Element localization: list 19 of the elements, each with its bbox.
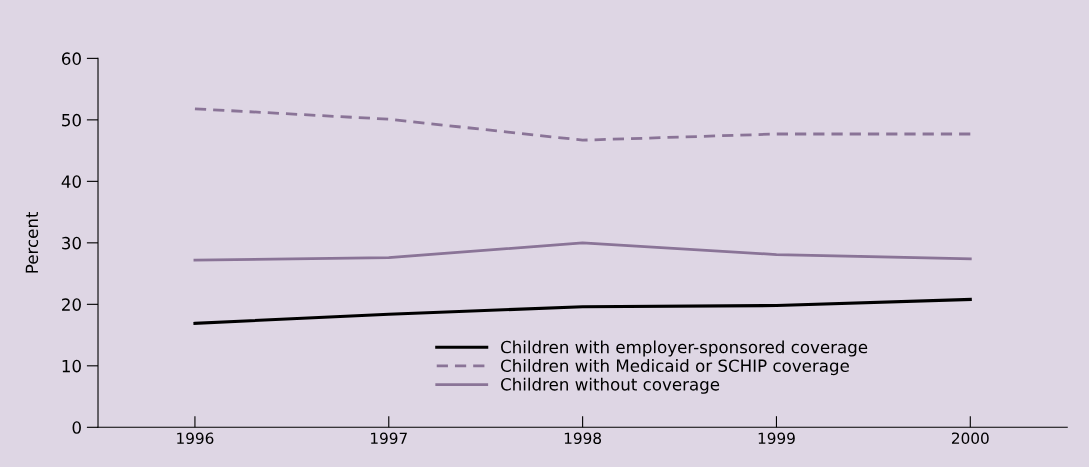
- x-tick-label: 1996: [177, 432, 214, 444]
- x-tick-label: 1999: [758, 432, 795, 444]
- y-tick-label: 30: [62, 236, 81, 250]
- line-series: [193, 107, 972, 142]
- x-tick-label: 1997: [371, 432, 407, 444]
- y-tick-label: 0: [72, 421, 81, 434]
- y-tick-label: 40: [61, 175, 81, 188]
- y-tick-label: 20: [62, 298, 81, 311]
- line-series: [193, 241, 972, 262]
- x-tick-label: 1998: [564, 432, 602, 444]
- y-axis-title: Percent: [25, 211, 39, 273]
- line-series: [193, 297, 972, 325]
- legend-label: Children with employer-sponsored coverage: [501, 340, 868, 357]
- legend-label: Children with Medicaid or SCHIP coverage: [501, 359, 849, 376]
- y-tick-label: 60: [61, 52, 81, 65]
- legend-label: Children without coverage: [501, 377, 720, 394]
- x-tick-label: 2000: [951, 432, 989, 444]
- y-tick-label: 10: [62, 359, 81, 373]
- y-tick-label: 50: [62, 113, 81, 127]
